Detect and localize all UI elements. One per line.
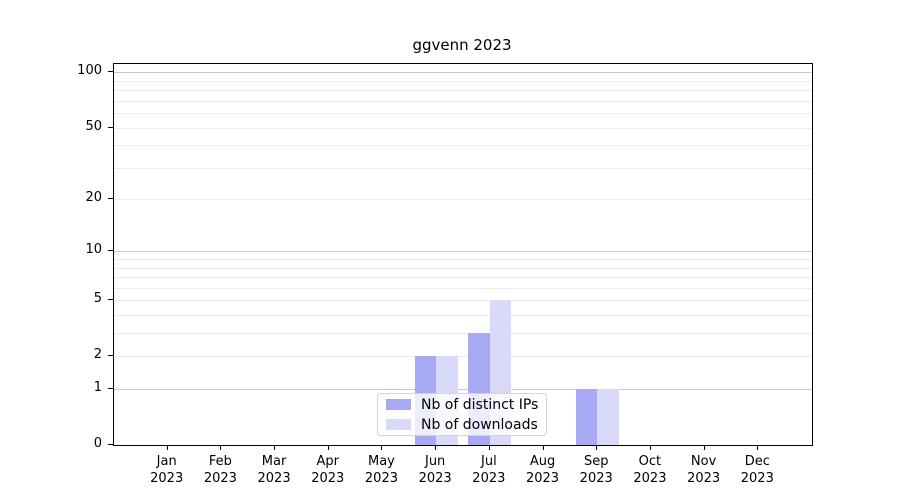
minor-gridline	[114, 167, 812, 169]
x-tick-label: Jul 2023	[457, 453, 521, 487]
legend-item-downloads: Nb of downloads	[378, 416, 546, 433]
x-tick-mark	[381, 445, 383, 450]
x-tick-mark	[649, 445, 651, 450]
legend-item-distinct-ips: Nb of distinct IPs	[378, 396, 546, 413]
y-tick-label: 100	[77, 63, 102, 79]
minor-gridline	[114, 80, 812, 82]
y-tick-mark	[108, 250, 113, 252]
x-tick-label-year: 2023	[203, 471, 237, 486]
x-tick-label-year: 2023	[257, 471, 291, 486]
x-tick-label: Sep 2023	[564, 453, 628, 487]
y-tick-mark	[108, 299, 113, 301]
x-tick-mark	[596, 445, 598, 450]
y-tick-mark	[108, 444, 113, 445]
x-tick-label-year: 2023	[418, 471, 452, 486]
minor-gridline	[114, 127, 812, 129]
minor-gridline	[114, 199, 812, 201]
minor-gridline	[114, 113, 812, 115]
x-tick-mark	[757, 445, 759, 450]
minor-gridline	[114, 277, 812, 279]
major-gridline	[114, 72, 812, 74]
y-tick-label: 0	[93, 436, 102, 451]
minor-gridline	[114, 333, 812, 335]
minor-gridline	[114, 356, 812, 358]
x-tick-label: Oct 2023	[618, 453, 682, 487]
minor-gridline	[114, 287, 812, 289]
x-tick-label-year: 2023	[633, 471, 667, 486]
y-tick-label: 50	[85, 118, 102, 134]
x-tick-label: Dec 2023	[725, 453, 789, 487]
x-tick-label: Aug 2023	[511, 453, 575, 487]
y-tick-label: 20	[85, 190, 102, 206]
y-tick-label: 2	[93, 347, 102, 363]
x-tick-label-year: 2023	[150, 471, 184, 486]
legend-swatch-downloads-icon	[386, 419, 411, 430]
x-tick-label-year: 2023	[364, 471, 398, 486]
x-tick-label-year: 2023	[311, 471, 345, 486]
x-tick-label: Feb 2023	[188, 453, 252, 487]
x-tick-label: Jan 2023	[135, 453, 199, 487]
major-gridline	[114, 251, 812, 253]
y-tick-mark	[108, 388, 113, 390]
x-tick-label-year: 2023	[687, 471, 721, 486]
minor-gridline	[114, 90, 812, 92]
legend-swatch-distinct-ips-icon	[386, 399, 411, 410]
x-tick-label-year: 2023	[740, 471, 774, 486]
bar-sep-downloads	[597, 389, 619, 445]
y-tick-mark	[108, 71, 113, 73]
x-tick-label: May 2023	[349, 453, 413, 487]
major-gridline	[114, 389, 812, 391]
x-tick-label: Apr 2023	[296, 453, 360, 487]
x-tick-label-year: 2023	[472, 471, 506, 486]
y-tick-label: 5	[93, 291, 102, 307]
x-tick-label: Mar 2023	[242, 453, 306, 487]
minor-gridline	[114, 259, 812, 261]
legend-label-downloads: Nb of downloads	[421, 416, 538, 433]
x-tick-mark	[542, 445, 544, 450]
chart-title: ggvenn 2023	[412, 36, 512, 54]
y-tick-mark	[108, 355, 113, 357]
x-tick-mark	[327, 445, 329, 450]
x-tick-mark	[703, 445, 705, 450]
y-tick-mark	[108, 198, 113, 200]
bar-sep-distinct-ips	[575, 389, 598, 445]
legend-label-distinct-ips: Nb of distinct IPs	[421, 396, 539, 413]
x-tick-mark	[488, 445, 490, 450]
minor-gridline	[114, 100, 812, 102]
y-tick-label: 10	[85, 242, 102, 258]
x-tick-mark	[435, 445, 437, 450]
minor-gridline	[114, 267, 812, 269]
x-tick-mark	[166, 445, 168, 450]
minor-gridline	[114, 315, 812, 317]
minor-gridline	[114, 300, 812, 302]
x-tick-label: Jun 2023	[403, 453, 467, 487]
y-tick-label: 1	[93, 380, 102, 396]
x-tick-label: Nov 2023	[672, 453, 736, 487]
plot-area	[113, 63, 813, 446]
x-tick-mark	[274, 445, 276, 450]
x-tick-label-year: 2023	[579, 471, 613, 486]
x-tick-label-year: 2023	[525, 471, 560, 486]
y-tick-mark	[108, 126, 113, 128]
legend: Nb of distinct IPs Nb of downloads	[377, 393, 547, 436]
minor-gridline	[114, 145, 812, 147]
x-tick-mark	[220, 445, 222, 450]
